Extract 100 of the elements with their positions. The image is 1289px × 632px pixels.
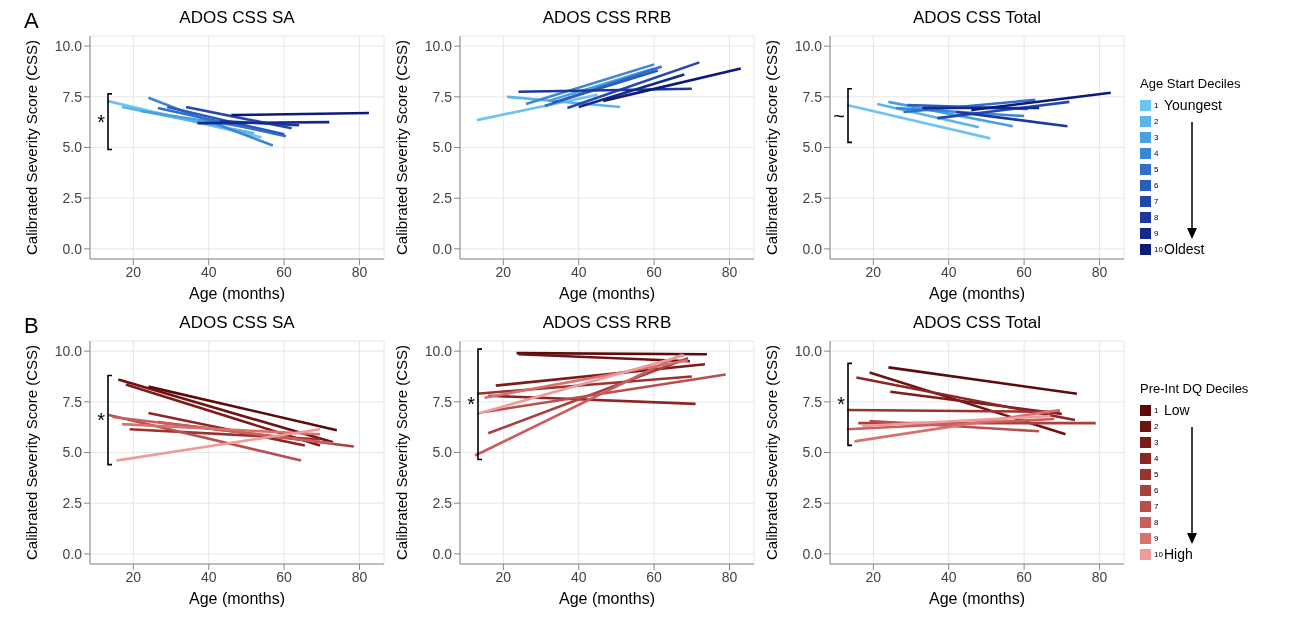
x-tick-label: 60 — [646, 263, 663, 280]
y-tick-label: 10.0 — [424, 38, 453, 55]
legend-label: 5 — [1154, 469, 1160, 479]
y-tick-label: 2.5 — [432, 495, 453, 512]
y-tick-label: 7.5 — [802, 393, 823, 410]
x-tick-label: 60 — [646, 568, 663, 585]
y-tick-label: 0.0 — [802, 240, 823, 257]
y-axis-title: Calibrated Severity Score (CSS) — [23, 344, 41, 561]
x-tick-label: 20 — [495, 568, 512, 585]
legend-label: 2 — [1154, 421, 1160, 431]
y-axis-title: Calibrated Severity Score (CSS) — [763, 344, 781, 561]
y-tick-label: 2.5 — [62, 190, 83, 207]
annotation: * — [97, 110, 106, 133]
y-tick-label: 0.0 — [432, 240, 453, 257]
x-tick-label: 40 — [940, 568, 957, 585]
x-tick-label: 60 — [1016, 568, 1033, 585]
x-tick-label: 40 — [200, 263, 217, 280]
y-tick-label: 0.0 — [802, 545, 823, 562]
x-tick-label: 20 — [125, 263, 142, 280]
legend-label: 4 — [1154, 148, 1160, 158]
x-tick-label: 80 — [351, 263, 368, 280]
legend-label: 10 — [1154, 244, 1164, 254]
x-axis-title: Age (months) — [558, 590, 656, 607]
x-tick-label: 60 — [276, 263, 293, 280]
x-axis-title: Age (months) — [558, 285, 656, 302]
annotation: * — [97, 409, 106, 432]
x-axis-title: Age (months) — [928, 590, 1026, 607]
y-tick-label: 2.5 — [432, 190, 453, 207]
text: High — [1164, 546, 1193, 562]
annotation: * — [837, 393, 846, 416]
y-tick-label: 0.0 — [62, 545, 83, 562]
y-tick-label: 10.0 — [54, 38, 83, 55]
y-tick-label: 7.5 — [802, 88, 823, 105]
y-tick-label: 5.0 — [802, 139, 823, 156]
x-tick-label: 60 — [276, 568, 293, 585]
legend-label: 7 — [1154, 501, 1160, 511]
y-tick-label: 10.0 — [424, 343, 453, 360]
legend-label: 6 — [1154, 180, 1160, 190]
y-tick-label: 5.0 — [432, 444, 453, 461]
y-tick-label: 7.5 — [62, 393, 83, 410]
text: B — [24, 313, 39, 339]
x-tick-label: 80 — [351, 568, 368, 585]
y-axis-title: Calibrated Severity Score (CSS) — [393, 344, 411, 561]
text: A — [24, 8, 39, 34]
annotation: * — [467, 393, 476, 416]
y-axis-title: Calibrated Severity Score (CSS) — [393, 39, 411, 256]
y-tick-label: 10.0 — [54, 343, 83, 360]
x-tick-label: 80 — [1091, 568, 1108, 585]
legend-label: 5 — [1154, 164, 1160, 174]
x-tick-label: 80 — [721, 568, 738, 585]
text: Youngest — [1164, 97, 1222, 113]
y-tick-label: 7.5 — [432, 88, 453, 105]
legend-label: 1 — [1154, 100, 1160, 110]
chart-title: ADOS CSS RRB — [541, 313, 673, 334]
x-axis-title: Age (months) — [188, 285, 286, 302]
x-tick-label: 60 — [1016, 263, 1033, 280]
x-tick-label: 40 — [570, 568, 587, 585]
chart-title: ADOS CSS SA — [179, 8, 295, 27]
text: Low — [1164, 402, 1190, 418]
legend-label: 8 — [1154, 212, 1160, 222]
x-tick-label: 40 — [200, 568, 217, 585]
y-tick-label: 0.0 — [62, 240, 83, 257]
legend-label: 8 — [1154, 517, 1160, 527]
y-tick-label: 7.5 — [62, 88, 83, 105]
y-tick-label: 5.0 — [802, 444, 823, 461]
x-tick-label: 80 — [721, 263, 738, 280]
annotation: ~ — [833, 104, 845, 127]
y-tick-label: 0.0 — [432, 545, 453, 562]
chart-title: ADOS CSS SA — [179, 313, 295, 332]
y-tick-label: 5.0 — [62, 444, 83, 461]
legend-label: 3 — [1154, 132, 1160, 142]
x-axis-title: Age (months) — [188, 590, 286, 607]
legend-label: 9 — [1154, 228, 1160, 238]
legend-label: 3 — [1154, 437, 1160, 447]
x-axis-title: Age (months) — [928, 285, 1026, 302]
x-tick-label: 20 — [125, 568, 142, 585]
y-tick-label: 2.5 — [802, 495, 823, 512]
legend-label: 9 — [1154, 533, 1160, 543]
x-tick-label: 40 — [570, 263, 587, 280]
x-tick-label: 20 — [865, 568, 882, 585]
y-tick-label: 2.5 — [802, 190, 823, 207]
x-tick-label: 20 — [865, 263, 882, 280]
y-tick-label: 5.0 — [62, 139, 83, 156]
legend-label: 2 — [1154, 116, 1160, 126]
y-tick-label: 7.5 — [432, 393, 453, 410]
x-tick-label: 20 — [495, 263, 512, 280]
y-tick-label: 10.0 — [794, 38, 823, 55]
legend-label: 1 — [1154, 405, 1160, 415]
legend-title: Age Start Deciles — [1140, 76, 1241, 91]
text: Oldest — [1164, 241, 1205, 257]
y-tick-label: 5.0 — [432, 139, 453, 156]
chart-title: ADOS CSS RRB — [541, 8, 673, 29]
legend-label: 10 — [1154, 549, 1164, 559]
y-tick-label: 2.5 — [62, 495, 83, 512]
x-tick-label: 40 — [940, 263, 957, 280]
legend-label: 7 — [1154, 196, 1160, 206]
y-axis-title: Calibrated Severity Score (CSS) — [23, 39, 41, 256]
y-axis-title: Calibrated Severity Score (CSS) — [763, 39, 781, 256]
x-tick-label: 80 — [1091, 263, 1108, 280]
chart-title: ADOS CSS Total — [911, 8, 1043, 29]
